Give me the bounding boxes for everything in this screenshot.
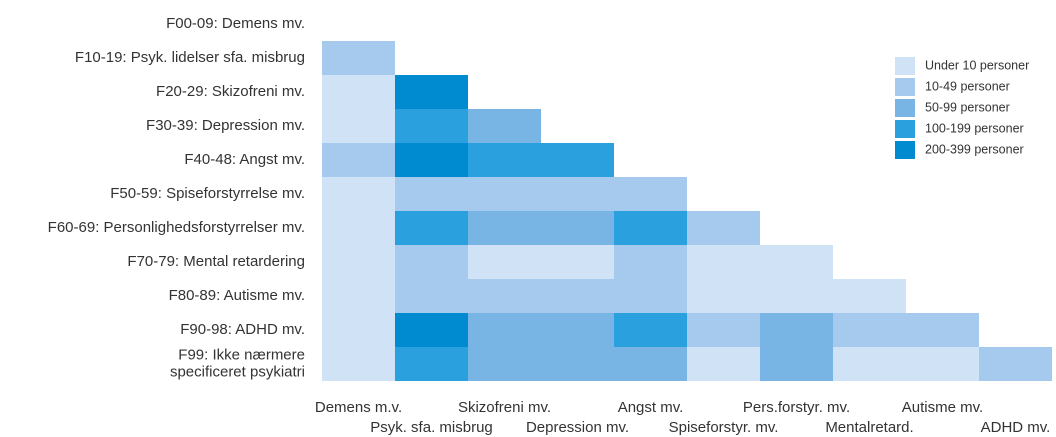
legend-label: 50-99 personer [925, 100, 1010, 114]
cell [468, 313, 541, 347]
cell [395, 75, 468, 109]
row-label: F50-59: Spiseforstyrrelse mv. [110, 185, 305, 202]
cell [541, 211, 614, 245]
legend-swatch [895, 120, 915, 138]
column-label: Mentalretard. [825, 419, 913, 436]
cell [322, 245, 395, 279]
column-label: Angst mv. [618, 399, 684, 416]
cell [322, 143, 395, 177]
legend-swatch [895, 57, 915, 75]
cell [614, 313, 687, 347]
row-label: F40-48: Angst mv. [184, 151, 305, 168]
column-label: Autisme mv. [902, 399, 983, 416]
cell [541, 279, 614, 313]
cell [322, 313, 395, 347]
cell [322, 211, 395, 245]
cell [322, 177, 395, 211]
cell [395, 279, 468, 313]
cell [614, 279, 687, 313]
cell [322, 41, 395, 75]
column-label: Spiseforstyr. mv. [669, 419, 779, 436]
row-label: F10-19: Psyk. lidelser sfa. misbrug [75, 49, 305, 66]
cell [687, 245, 760, 279]
cell [468, 109, 541, 143]
cell [541, 347, 614, 381]
cell [760, 279, 833, 313]
cell [760, 347, 833, 381]
column-label: Depression mv. [526, 419, 629, 436]
column-label: Demens m.v. [315, 399, 402, 416]
cell [687, 313, 760, 347]
row-label: F99: Ikke nærmere [178, 346, 305, 363]
legend-label: 10-49 personer [925, 79, 1010, 93]
cell [541, 313, 614, 347]
cell [687, 211, 760, 245]
cell [906, 313, 979, 347]
cell [541, 177, 614, 211]
cell [468, 347, 541, 381]
cell [979, 347, 1052, 381]
cell [322, 279, 395, 313]
cell [395, 109, 468, 143]
column-label: Skizofreni mv. [458, 399, 551, 416]
row-label: F20-29: Skizofreni mv. [156, 83, 305, 100]
cell [614, 347, 687, 381]
cell [395, 177, 468, 211]
column-label: ADHD mv. [981, 419, 1051, 436]
cell [687, 347, 760, 381]
cell [468, 143, 541, 177]
cell [322, 75, 395, 109]
cell [833, 279, 906, 313]
cell [541, 245, 614, 279]
legend-swatch [895, 78, 915, 96]
cell [833, 313, 906, 347]
cell [395, 211, 468, 245]
cell [760, 245, 833, 279]
cell [395, 245, 468, 279]
cell [468, 279, 541, 313]
cell [614, 245, 687, 279]
row-label: F30-39: Depression mv. [146, 117, 305, 134]
cell [760, 313, 833, 347]
cell [614, 211, 687, 245]
cell [322, 347, 395, 381]
row-label: F00-09: Demens mv. [166, 15, 305, 32]
cell [395, 313, 468, 347]
cell [395, 347, 468, 381]
cell [468, 177, 541, 211]
column-label: Psyk. sfa. misbrug [370, 419, 493, 436]
cell [468, 211, 541, 245]
legend-swatch [895, 141, 915, 159]
cell [833, 347, 906, 381]
legend-label: 200-399 personer [925, 142, 1024, 156]
row-label: F90-98: ADHD mv. [180, 321, 305, 338]
cell [395, 143, 468, 177]
row-label: F60-69: Personlighedsforstyrrelser mv. [48, 219, 305, 236]
legend-label: Under 10 personer [925, 58, 1029, 72]
cell [906, 347, 979, 381]
column-label: Pers.forstyr. mv. [743, 399, 850, 416]
legend-label: 100-199 personer [925, 121, 1024, 135]
cell [468, 245, 541, 279]
cell [541, 143, 614, 177]
row-label: F70-79: Mental retardering [127, 253, 305, 270]
cell [687, 279, 760, 313]
row-label: specificeret psykiatri [170, 363, 305, 380]
cell [614, 177, 687, 211]
row-label: F80-89: Autisme mv. [169, 287, 305, 304]
cell [322, 109, 395, 143]
legend-swatch [895, 99, 915, 117]
